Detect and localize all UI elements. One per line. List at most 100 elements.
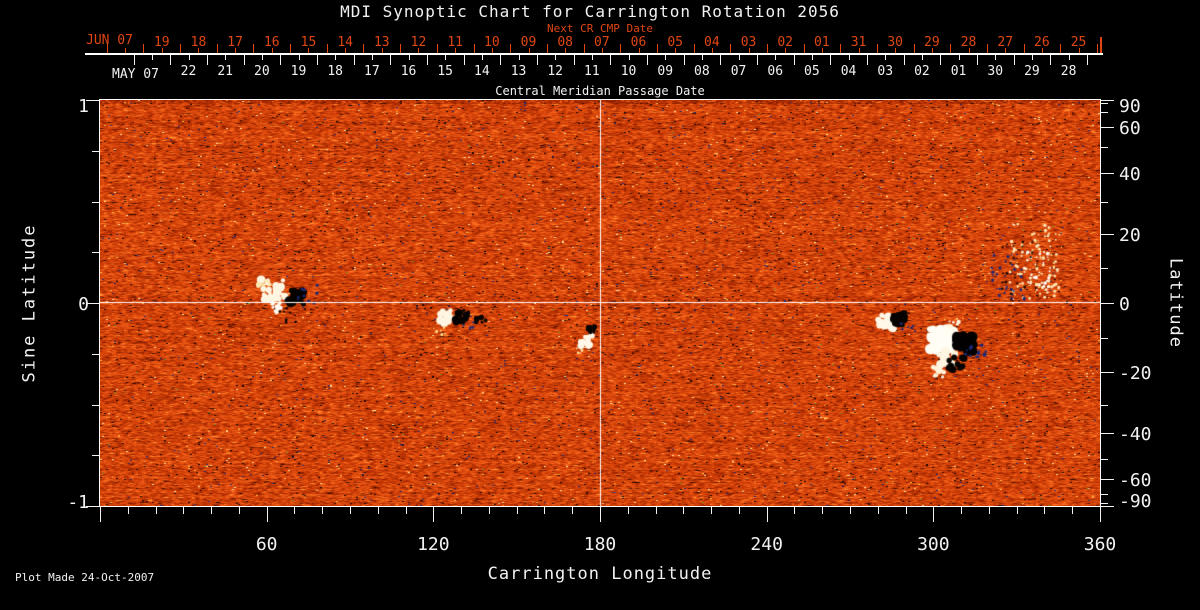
next-cr-day-label: 19	[153, 35, 170, 50]
next-cr-major-tick	[253, 44, 255, 53]
next-cr-major-tick	[913, 44, 915, 53]
next-cr-day-label: 31	[850, 35, 867, 50]
next-cr-axis-title: Next CR CMP Date	[547, 22, 653, 35]
cmp-day-label: 06	[767, 64, 784, 79]
next-cr-minor-tick	[821, 48, 823, 53]
left-axis-title: Sine Latitude	[19, 223, 40, 383]
cmp-day-label: 20	[254, 64, 270, 79]
right-major-tick	[1101, 372, 1114, 374]
next-cr-minor-tick	[895, 48, 897, 53]
cmp-minor-tick	[848, 55, 850, 60]
x-minor-tick	[183, 507, 185, 514]
next-cr-day-label: 17	[227, 35, 243, 50]
x-minor-tick	[822, 507, 824, 514]
cmp-major-tick	[1050, 55, 1052, 65]
next-cr-major-tick	[363, 44, 365, 53]
left-tick-label: -1	[67, 492, 89, 513]
cmp-major-tick	[683, 55, 685, 65]
next-cr-minor-tick	[638, 48, 640, 53]
right-tick-label: -20	[1119, 363, 1152, 385]
x-minor-tick	[516, 507, 518, 514]
cmp-major-tick	[793, 55, 795, 65]
cmp-day-label: 17	[364, 64, 380, 79]
cmp-day-label: 15	[437, 64, 454, 79]
next-cr-major-tick	[326, 44, 328, 53]
next-cr-day-label: 13	[373, 35, 390, 50]
next-cr-day-label: 10	[484, 35, 500, 50]
cmp-minor-tick	[261, 55, 263, 60]
cmp-minor-tick	[811, 55, 813, 60]
next-cr-minor-tick	[601, 48, 603, 53]
x-tick-label: 360	[1083, 534, 1117, 555]
right-tick-label: 60	[1119, 118, 1141, 140]
left-minor-tick	[92, 455, 99, 457]
x-minor-tick	[544, 507, 546, 514]
cmp-major-tick	[1013, 55, 1015, 65]
cmp-major-tick	[243, 55, 245, 65]
cmp-minor-tick	[628, 55, 630, 60]
next-cr-day-label: 03	[740, 35, 757, 50]
next-cr-minor-tick	[1078, 48, 1080, 53]
cmp-minor-tick	[738, 55, 740, 60]
cmp-minor-tick	[885, 55, 887, 60]
next-cr-month-label: JUN 07	[86, 33, 133, 48]
cmp-day-label: 13	[510, 64, 527, 79]
x-minor-tick	[127, 507, 129, 514]
next-cr-major-tick	[876, 44, 878, 53]
cmp-minor-tick	[518, 55, 520, 60]
right-minor-tick	[1101, 201, 1108, 203]
cmp-major-tick	[977, 55, 978, 65]
next-cr-day-label: 12	[410, 35, 427, 50]
cmp-minor-tick	[995, 55, 997, 60]
x-axis-title: Carrington Longitude	[487, 564, 713, 584]
x-minor-tick	[850, 507, 851, 514]
next-cr-major-tick	[400, 44, 402, 53]
x-minor-tick	[405, 507, 407, 514]
next-cr-day-label: 29	[924, 35, 940, 50]
left-minor-tick	[92, 353, 99, 355]
cmp-axis-title: Central Meridian Passage Date	[495, 84, 705, 98]
x-tick-label: 180	[583, 534, 617, 555]
right-tick-label: -90	[1119, 491, 1152, 512]
right-major-tick	[1101, 100, 1114, 101]
next-cr-minor-tick	[1041, 48, 1043, 53]
next-cr-day-label: 11	[447, 35, 463, 50]
next-cr-major-tick	[803, 44, 805, 53]
right-tick-label: 40	[1119, 163, 1141, 185]
right-major-tick	[1101, 172, 1114, 174]
right-axis-title: Latitude	[1165, 258, 1186, 348]
next-cr-day-label: 18	[190, 35, 207, 50]
cmp-major-tick	[426, 55, 428, 65]
magnetogram-canvas	[100, 100, 1100, 506]
cmp-minor-tick	[701, 55, 703, 60]
right-minor-tick	[1101, 338, 1108, 340]
next-cr-major-tick	[216, 44, 218, 53]
x-minor-tick	[683, 507, 685, 514]
right-minor-tick	[1101, 493, 1108, 495]
right-major-tick	[1101, 433, 1114, 435]
cmp-day-label: 04	[840, 64, 857, 79]
cmp-major-tick	[500, 55, 502, 65]
x-tick-label: 300	[917, 534, 950, 555]
x-minor-tick	[1072, 507, 1074, 514]
next-cr-minor-tick	[785, 48, 787, 53]
next-cr-day-label: 07	[594, 35, 610, 50]
next-cr-major-tick	[143, 44, 145, 53]
next-cr-day-label: 15	[300, 35, 317, 50]
x-minor-tick	[738, 507, 740, 514]
next-cr-major-tick	[546, 44, 548, 53]
right-major-tick	[1101, 303, 1114, 304]
x-minor-tick	[961, 507, 963, 514]
cmp-minor-tick	[335, 55, 337, 60]
right-minor-tick	[1101, 502, 1108, 504]
cmp-major-tick	[316, 55, 318, 65]
cmp-day-label: 07	[730, 64, 747, 79]
right-minor-tick	[1101, 404, 1108, 406]
cmp-day-label: 14	[474, 64, 490, 79]
left-minor-tick	[92, 150, 99, 152]
x-minor-tick	[794, 507, 796, 514]
next-cr-minor-tick	[308, 48, 310, 53]
right-tick-label: -40	[1119, 424, 1152, 446]
x-major-tick	[266, 507, 268, 522]
